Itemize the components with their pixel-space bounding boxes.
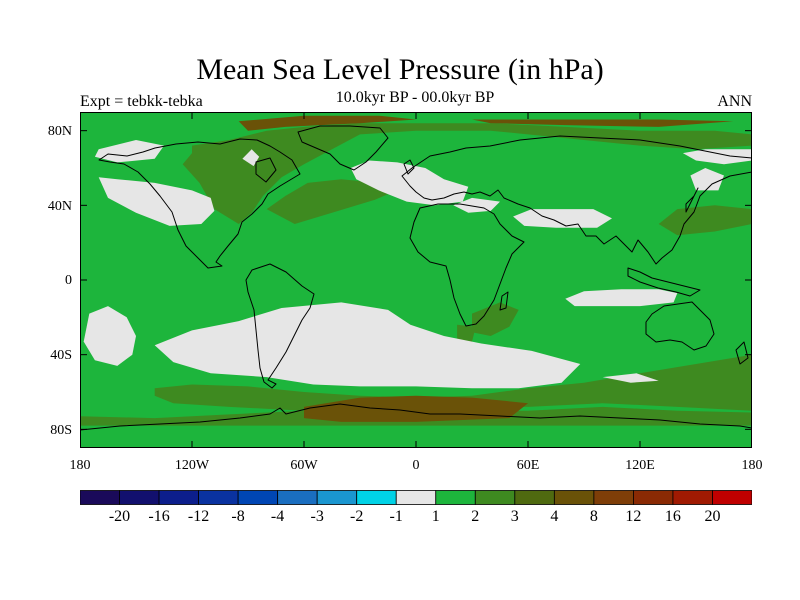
colorbar-swatch-13 — [593, 490, 634, 505]
mid-region-2 — [182, 123, 752, 224]
colorbar-swatch-4 — [237, 490, 279, 505]
colorbar-swatch-3 — [198, 490, 239, 505]
colorbar-label-6: -2 — [350, 508, 364, 525]
lat-label-80n: 80N — [47, 124, 72, 139]
colorbar-label-7: -1 — [389, 508, 403, 525]
pressure-map — [80, 112, 752, 448]
lon-label-120w: 120W — [174, 458, 210, 473]
colorbar-label-10: 3 — [510, 508, 519, 525]
colorbar-swatch-10 — [474, 490, 516, 505]
coastline-south-america — [245, 263, 315, 389]
colorbar-swatch-8 — [395, 490, 437, 505]
coastline-hudson-bay — [255, 157, 277, 183]
lon-label-60e: 60E — [516, 458, 540, 473]
dark-region-1 — [238, 115, 416, 131]
mid-region-3 — [266, 179, 398, 224]
light-region-9 — [154, 302, 581, 389]
light-region-7 — [513, 209, 612, 228]
light-region-1 — [98, 177, 215, 226]
colorbar-swatch-16 — [712, 490, 752, 505]
colorbar-label-5: -3 — [310, 508, 324, 525]
mid-region-4 — [658, 205, 752, 236]
axis-ticks — [80, 112, 752, 448]
light-region-4 — [453, 197, 500, 213]
lon-label-180w: 180 — [69, 458, 91, 473]
light-region-5 — [682, 149, 752, 165]
colorbar-label-4: -4 — [270, 508, 285, 525]
lon-label-120e: 120E — [625, 458, 655, 473]
lat-label-40s: 40S — [50, 348, 72, 363]
lat-label-0: 0 — [65, 273, 72, 288]
light-region-6 — [690, 168, 724, 191]
coastline-north-america — [98, 138, 301, 269]
lon-label-180e: 180 — [741, 458, 763, 473]
colorbar-label-15: 20 — [704, 508, 721, 525]
coastline-australia — [645, 301, 715, 351]
colorbar-label-14: 16 — [664, 508, 681, 525]
coastline-new-zealand — [735, 341, 749, 365]
coastline-africa — [409, 203, 525, 327]
coastline-europe-asia — [401, 135, 752, 265]
coastline-madagascar — [499, 291, 509, 311]
page-title: Mean Sea Level Pressure (in hPa) — [196, 53, 604, 86]
colorbar-label-11: 4 — [550, 508, 559, 525]
coastline-maritime-continent — [627, 267, 701, 297]
colorbar-label-9: 2 — [471, 508, 480, 525]
lat-label-80s: 80S — [50, 423, 72, 438]
time-range-subtitle: 10.0kyr BP - 00.0kyr BP — [335, 89, 495, 106]
experiment-label: Expt = tebkk-tebka — [80, 93, 203, 110]
colorbar-label-2: -12 — [187, 508, 210, 525]
colorbar-label-1: -16 — [148, 508, 170, 525]
colorbar-swatch-15 — [672, 490, 713, 505]
coastline-british-isles — [403, 159, 415, 175]
colorbar-label-3: -8 — [231, 508, 245, 525]
coastline-antarctica — [80, 403, 752, 431]
lat-label-40n: 40N — [47, 199, 72, 214]
colorbar — [80, 490, 752, 505]
lon-label-60w: 60W — [290, 458, 318, 473]
colorbar-label-13: 12 — [625, 508, 642, 525]
colorbar-swatch-0 — [80, 490, 120, 505]
positive-strong-anomaly-layer — [238, 115, 734, 422]
light-region-10 — [565, 289, 678, 307]
colorbar-swatch-1 — [119, 490, 160, 505]
light-region-8 — [83, 306, 136, 366]
colorbar-swatch-7 — [356, 490, 397, 505]
season-label: ANN — [717, 93, 752, 110]
dark-region-2 — [472, 119, 734, 127]
colorbar-swatch-14 — [633, 490, 674, 505]
colorbar-label-0: -20 — [108, 508, 131, 525]
mid-region-5 — [472, 302, 519, 336]
dark-region-0 — [304, 395, 528, 422]
colorbar-swatch-9 — [435, 490, 476, 505]
coastline-japan — [685, 187, 699, 213]
colorbar-swatch-12 — [553, 490, 595, 505]
near-zero-anomaly-layer — [83, 140, 752, 389]
coastline-greenland — [297, 125, 389, 171]
mid-region-6 — [457, 324, 476, 342]
colorbar-swatch-5 — [277, 490, 318, 505]
colorbar-swatch-2 — [158, 490, 199, 505]
colorbar-swatch-11 — [514, 490, 555, 505]
light-region-2 — [242, 149, 260, 167]
light-region-11 — [602, 373, 659, 383]
colorbar-label-8: 1 — [431, 508, 440, 525]
colorbar-label-12: 8 — [589, 508, 598, 525]
light-region-0 — [94, 140, 164, 163]
mid-region-0 — [154, 354, 752, 411]
colorbar-swatch-6 — [316, 490, 358, 505]
light-region-3 — [350, 160, 469, 206]
coastlines — [80, 125, 752, 431]
lon-label-0: 0 — [412, 458, 420, 473]
